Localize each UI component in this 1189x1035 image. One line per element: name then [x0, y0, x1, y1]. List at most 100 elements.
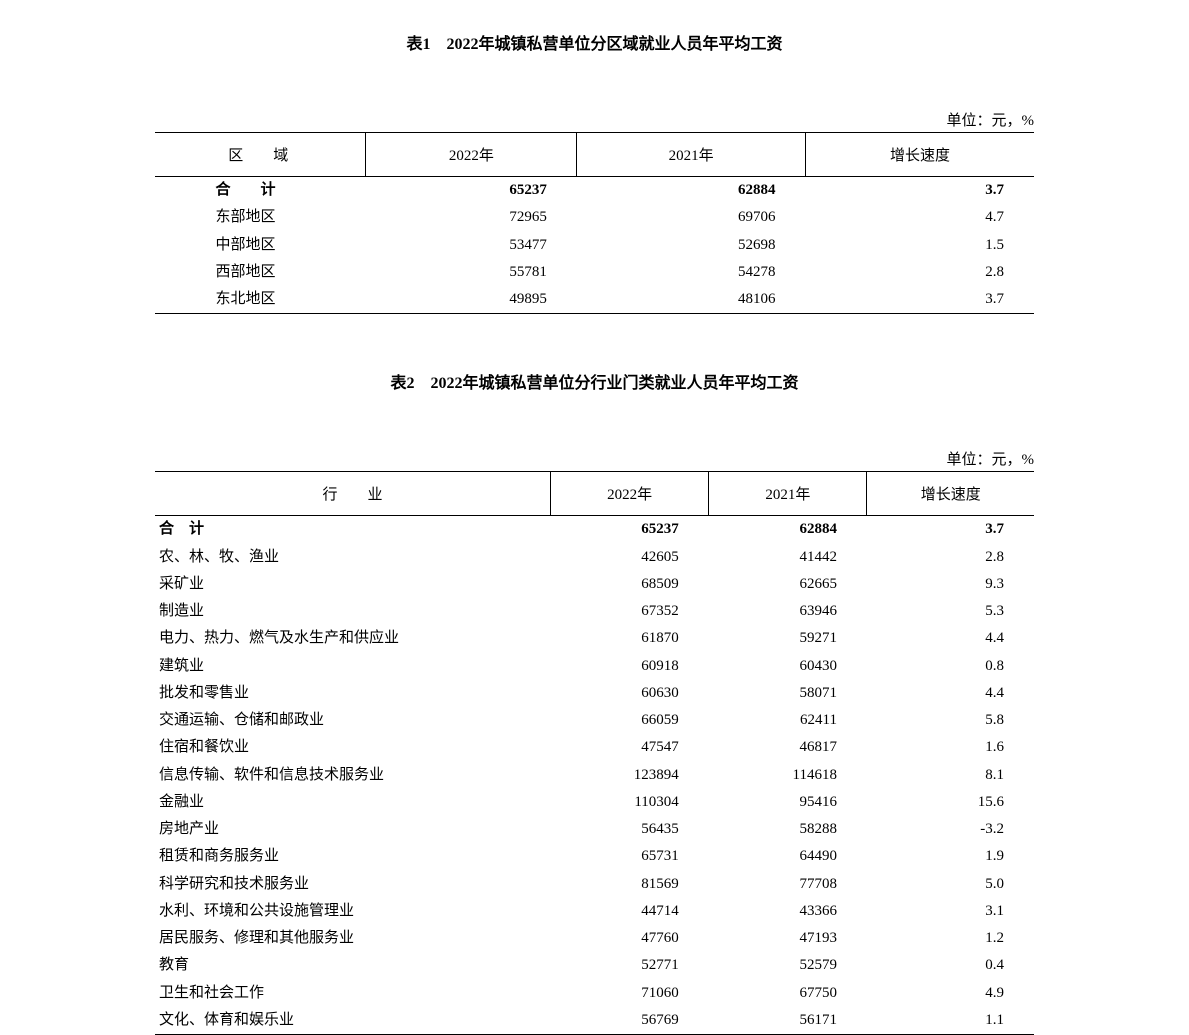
cell-2021: 56171 — [709, 1007, 867, 1035]
table-row: 租赁和商务服务业65731644901.9 — [155, 843, 1034, 870]
cell-2021: 58071 — [709, 680, 867, 707]
row-label: 金融业 — [155, 789, 551, 816]
cell-2021: 114618 — [709, 762, 867, 789]
table-row: 金融业1103049541615.6 — [155, 789, 1034, 816]
table2-title: 表2 2022年城镇私营单位分行业门类就业人员年平均工资 — [155, 369, 1034, 393]
row-label: 采矿业 — [155, 571, 551, 598]
cell-2022: 65237 — [551, 516, 709, 544]
cell-2022: 52771 — [551, 952, 709, 979]
table1-title: 表1 2022年城镇私营单位分区域就业人员年平均工资 — [155, 30, 1034, 54]
cell-2021: 54278 — [577, 259, 806, 286]
cell-growth: 1.2 — [867, 925, 1034, 952]
row-label: 交通运输、仓储和邮政业 — [155, 707, 551, 734]
cell-growth: 4.4 — [867, 680, 1034, 707]
cell-2022: 65237 — [366, 177, 577, 205]
cell-2022: 56769 — [551, 1007, 709, 1035]
cell-2021: 62665 — [709, 571, 867, 598]
cell-2021: 62884 — [577, 177, 806, 205]
row-label: 中部地区 — [155, 232, 366, 259]
cell-2021: 59271 — [709, 625, 867, 652]
col-growth: 增长速度 — [867, 472, 1034, 516]
row-label: 批发和零售业 — [155, 680, 551, 707]
table-row: 交通运输、仓储和邮政业66059624115.8 — [155, 707, 1034, 734]
cell-growth: 5.0 — [867, 871, 1034, 898]
cell-2021: 64490 — [709, 843, 867, 870]
cell-growth: 1.5 — [805, 232, 1034, 259]
cell-2021: 62411 — [709, 707, 867, 734]
col-region: 区 域 — [155, 133, 366, 177]
row-label: 制造业 — [155, 598, 551, 625]
row-label: 租赁和商务服务业 — [155, 843, 551, 870]
table-row: 东北地区49895481063.7 — [155, 286, 1034, 314]
cell-2022: 65731 — [551, 843, 709, 870]
row-label: 教育 — [155, 952, 551, 979]
row-label: 科学研究和技术服务业 — [155, 871, 551, 898]
cell-2021: 95416 — [709, 789, 867, 816]
col-growth: 增长速度 — [805, 133, 1034, 177]
cell-growth: 3.7 — [805, 177, 1034, 205]
cell-2022: 53477 — [366, 232, 577, 259]
table-row: 合 计65237628843.7 — [155, 177, 1034, 205]
cell-growth: 3.7 — [867, 516, 1034, 544]
table-row: 制造业67352639465.3 — [155, 598, 1034, 625]
row-label: 农、林、牧、渔业 — [155, 544, 551, 571]
table-row: 电力、热力、燃气及水生产和供应业61870592714.4 — [155, 625, 1034, 652]
col-2021: 2021年 — [577, 133, 806, 177]
cell-2021: 47193 — [709, 925, 867, 952]
cell-growth: 4.7 — [805, 204, 1034, 231]
table-row: 信息传输、软件和信息技术服务业1238941146188.1 — [155, 762, 1034, 789]
cell-2022: 44714 — [551, 898, 709, 925]
cell-2022: 110304 — [551, 789, 709, 816]
table2-unit: 单位：元，% — [155, 448, 1034, 469]
row-label: 居民服务、修理和其他服务业 — [155, 925, 551, 952]
cell-2021: 48106 — [577, 286, 806, 314]
cell-growth: 8.1 — [867, 762, 1034, 789]
table-row: 合 计65237628843.7 — [155, 516, 1034, 544]
cell-2021: 62884 — [709, 516, 867, 544]
col-2021: 2021年 — [709, 472, 867, 516]
row-label: 电力、热力、燃气及水生产和供应业 — [155, 625, 551, 652]
col-2022: 2022年 — [366, 133, 577, 177]
cell-growth: 3.7 — [805, 286, 1034, 314]
cell-2021: 52579 — [709, 952, 867, 979]
cell-2022: 47760 — [551, 925, 709, 952]
table-row: 教育52771525790.4 — [155, 952, 1034, 979]
cell-growth: 15.6 — [867, 789, 1034, 816]
cell-growth: 1.9 — [867, 843, 1034, 870]
row-label: 卫生和社会工作 — [155, 980, 551, 1007]
cell-2022: 123894 — [551, 762, 709, 789]
cell-growth: -3.2 — [867, 816, 1034, 843]
table-row: 水利、环境和公共设施管理业44714433663.1 — [155, 898, 1034, 925]
cell-2022: 47547 — [551, 734, 709, 761]
cell-growth: 5.8 — [867, 707, 1034, 734]
cell-2022: 49895 — [366, 286, 577, 314]
cell-growth: 9.3 — [867, 571, 1034, 598]
cell-growth: 5.3 — [867, 598, 1034, 625]
cell-2021: 52698 — [577, 232, 806, 259]
cell-2021: 69706 — [577, 204, 806, 231]
cell-2022: 56435 — [551, 816, 709, 843]
table-row: 建筑业60918604300.8 — [155, 653, 1034, 680]
cell-growth: 3.1 — [867, 898, 1034, 925]
cell-2021: 67750 — [709, 980, 867, 1007]
row-label: 东部地区 — [155, 204, 366, 231]
cell-growth: 0.4 — [867, 952, 1034, 979]
cell-2021: 46817 — [709, 734, 867, 761]
row-label: 住宿和餐饮业 — [155, 734, 551, 761]
cell-growth: 2.8 — [805, 259, 1034, 286]
table1: 区 域 2022年 2021年 增长速度 合 计65237628843.7东部地… — [155, 132, 1034, 314]
cell-2022: 68509 — [551, 571, 709, 598]
cell-2022: 60630 — [551, 680, 709, 707]
table-row: 采矿业68509626659.3 — [155, 571, 1034, 598]
cell-growth: 1.1 — [867, 1007, 1034, 1035]
table1-header-row: 区 域 2022年 2021年 增长速度 — [155, 133, 1034, 177]
table1-unit: 单位：元，% — [155, 109, 1034, 130]
row-label: 东北地区 — [155, 286, 366, 314]
table2: 行 业 2022年 2021年 增长速度 合 计65237628843.7农、林… — [155, 471, 1034, 1035]
cell-2022: 67352 — [551, 598, 709, 625]
col-industry: 行 业 — [155, 472, 551, 516]
row-label: 合 计 — [155, 177, 366, 205]
cell-2022: 81569 — [551, 871, 709, 898]
row-label: 信息传输、软件和信息技术服务业 — [155, 762, 551, 789]
cell-growth: 1.6 — [867, 734, 1034, 761]
